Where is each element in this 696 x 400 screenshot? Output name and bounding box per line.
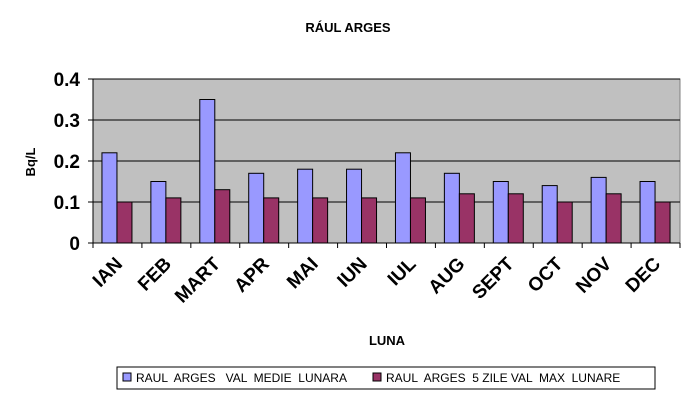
bar-medie [150,181,167,244]
y-axis-ticks: 0 0.1 0.2 0.3 0.4 [54,70,93,255]
bars [101,99,671,244]
y-axis-label: Bq/L [23,148,38,177]
x-tick-label: IUN [334,254,372,292]
bar-medie [639,181,656,244]
bar-max [605,193,622,244]
bar-max [654,201,671,244]
x-tick-label: MAI [283,254,322,293]
x-tick-label: SEPT [468,253,518,303]
bar-medie [394,152,411,244]
bar-medie [346,168,363,244]
legend-box [116,366,656,390]
bar-medie [590,176,607,244]
x-tick-label: OCT [524,253,567,296]
bar-medie [101,152,118,244]
bar-medie [443,172,460,244]
bar-medie [297,168,314,244]
bar-max [214,189,231,244]
bar-medie [541,185,558,244]
x-tick-label: DEC [622,253,665,296]
bar-max [263,197,280,244]
bar-max [116,201,133,244]
x-tick-label: IAN [89,254,127,292]
legend-swatch [372,372,382,382]
legend-label: RAUL ARGES VAL MEDIE LUNARA [136,371,347,385]
bar-max [165,197,182,244]
bar-max [312,197,329,244]
bar-max [507,193,524,244]
bar-max [409,197,426,244]
y-tick-label: 0.2 [54,152,80,173]
x-tick-label: MART [171,253,225,307]
x-tick-label: IUL [384,253,421,290]
y-tick-label: 0 [69,234,80,255]
x-tick-label: FEB [134,254,176,296]
chart-title: RÁUL ARGES [305,20,391,35]
bar-max [458,193,475,244]
x-axis-label: LUNA [369,333,406,348]
bar-medie [492,181,509,244]
legend-label: RAUL ARGES 5 ZILE VAL MAX LUNARE [386,371,620,385]
y-tick-label: 0.1 [54,193,81,214]
legend: RAUL ARGES VAL MEDIE LUNARA RAUL ARGES 5 … [116,366,656,390]
y-tick-label: 0.3 [54,111,80,132]
x-tick-label: NOV [572,253,616,297]
bar-medie [248,172,265,244]
bar-max [556,201,573,244]
x-tick-label: APR [231,253,274,296]
bar-medie [199,99,216,244]
y-tick-label: 0.4 [54,70,81,91]
bar-max [361,197,378,244]
x-tick-label: AUG [425,254,470,299]
legend-swatch [122,372,132,382]
plot-area [92,78,681,244]
